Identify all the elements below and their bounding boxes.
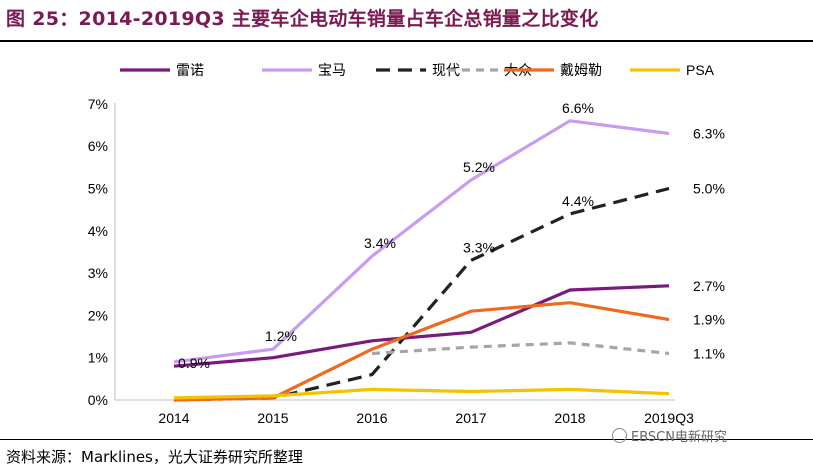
y-tick-label: 0% (88, 392, 108, 408)
x-tick-label: 2018 (554, 410, 585, 426)
data-labels: 0.9% 1.2% 3.4% 5.2% 6.6% 6.3% 3.3% 4.4% 5.0% 2.7%… (178, 100, 725, 371)
y-tick-label: 3% (88, 265, 108, 281)
source-rule (0, 439, 813, 440)
series-line-0 (173, 284, 670, 368)
data-label: 4.4% (562, 193, 594, 209)
legend: 雷诺 宝马 现代 大众 戴姆勒 PSA (120, 62, 715, 78)
legend-label: PSA (686, 62, 715, 78)
data-label: 3.3% (463, 239, 495, 255)
source-note: 资料来源：Marklines，光大证券研究所整理 (6, 448, 303, 466)
figure-title: 图 25：2014-2019Q3 主要车企电动车销量占车企总销量之比变化 (6, 8, 599, 30)
data-label: 6.6% (562, 100, 594, 116)
x-tick-labels: 2014 2015 2016 2017 2018 2019Q3 (158, 410, 694, 426)
data-label: 6.3% (693, 126, 725, 142)
x-tick-label: 2017 (455, 410, 486, 426)
legend-label: 宝马 (318, 62, 346, 78)
series-lines (173, 119, 670, 402)
data-label: 0.9% (178, 355, 210, 371)
watermark: EBSCN电新研究 (612, 426, 727, 445)
legend-label: 现代 (432, 62, 460, 78)
legend-label: 雷诺 (176, 62, 204, 78)
data-label: 5.2% (463, 159, 495, 175)
series-line-3 (371, 341, 670, 356)
data-label: 2.7% (693, 278, 725, 294)
legend-label: 戴姆勒 (560, 62, 602, 78)
y-tick-label: 4% (88, 223, 108, 239)
y-tick-label: 2% (88, 307, 108, 323)
wechat-icon (612, 428, 627, 443)
title-rule (0, 40, 813, 42)
series-line-2 (173, 186, 670, 402)
y-tick-label: 1% (88, 350, 108, 366)
y-tick-label: 6% (88, 138, 108, 154)
y-tick-label: 5% (88, 181, 108, 197)
series-line-5 (173, 387, 670, 400)
x-tick-label: 2019Q3 (644, 410, 694, 426)
data-label: 1.9% (693, 312, 725, 328)
data-label: 1.2% (265, 328, 297, 344)
data-label: 1.1% (693, 345, 725, 361)
x-tick-label: 2016 (356, 410, 387, 426)
x-tick-label: 2015 (257, 410, 288, 426)
y-tick-labels: 0% 1% 2% 3% 4% 5% 6% 7% (88, 96, 108, 408)
y-tick-label: 7% (88, 96, 108, 112)
watermark-text: EBSCN电新研究 (631, 430, 727, 445)
data-label: 3.4% (364, 235, 396, 251)
series-line-4 (173, 301, 670, 402)
data-label: 5.0% (693, 181, 725, 197)
series-line-1 (173, 119, 670, 364)
x-tick-label: 2014 (158, 410, 189, 426)
